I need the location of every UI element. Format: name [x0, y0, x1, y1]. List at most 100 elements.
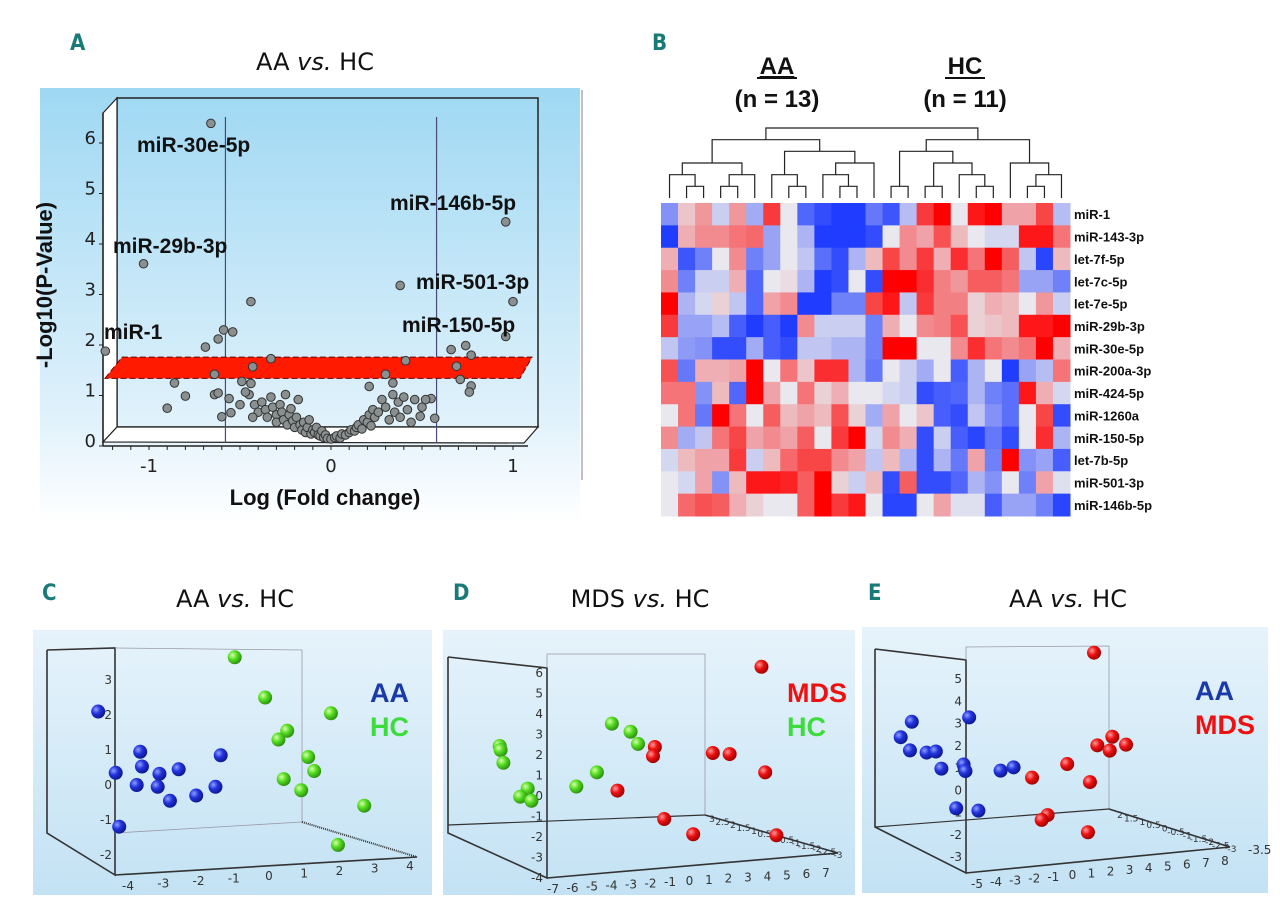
legend-mds: MDS: [787, 678, 847, 708]
y-tick-label: 5: [535, 687, 543, 701]
row-label: let-7e-5p: [1074, 297, 1128, 312]
data-point: [218, 325, 229, 335]
x-tick-label: 6: [1183, 858, 1191, 872]
heatmap-cell: [746, 493, 764, 517]
x-tick-label: -1: [664, 875, 676, 889]
data-point-hc: [631, 736, 646, 751]
heatmap-cell: [933, 247, 952, 271]
y-tick-label: 2: [954, 739, 962, 753]
heatmap-cell: [933, 381, 952, 405]
heatmap-cell: [1018, 493, 1037, 517]
heatmap-cell: [984, 359, 1003, 383]
heatmap-cell: [814, 493, 832, 517]
heatmap-cell: [780, 337, 798, 360]
row-label: miR-1: [1074, 207, 1110, 222]
heatmap-cell: [967, 292, 986, 316]
heatmap-cell: [865, 203, 884, 226]
data-point-aa: [112, 819, 127, 834]
heatmap-cell: [950, 381, 969, 405]
heatmap-cell: [916, 225, 935, 249]
heatmap-cell: [882, 292, 901, 316]
heatmap-cell: [831, 426, 849, 450]
heatmap-cell: [695, 270, 713, 293]
heatmap-cell: [831, 359, 849, 383]
plot-background: [443, 630, 855, 895]
data-point: [138, 258, 149, 269]
heatmap-cell: [831, 247, 849, 271]
plot-background: [33, 630, 432, 895]
heatmap-cell: [661, 247, 679, 271]
heatmap-cell: [848, 270, 866, 293]
heatmap-cell: [797, 292, 815, 316]
data-point: [380, 402, 391, 412]
heatmap-cell: [984, 471, 1003, 495]
heatmap-cell: [933, 448, 952, 472]
data-point-mds: [1090, 738, 1105, 753]
data-point: [266, 392, 276, 402]
x-tick-label: 1: [1088, 866, 1096, 880]
heatmap-cell: [1001, 247, 1020, 271]
heatmap-cell: [933, 270, 952, 293]
y-tick-label: -3: [950, 850, 962, 864]
heatmap-cell: [933, 404, 952, 428]
row-label: let-7c-5p: [1074, 274, 1128, 289]
heatmap-cell: [848, 314, 866, 338]
heatmap-cell: [1035, 404, 1054, 428]
heatmap-cell: [950, 225, 969, 249]
data-point: [364, 381, 375, 392]
heatmap-cell: [678, 337, 696, 360]
group-n-aa: (n = 13): [735, 86, 820, 113]
data-point-hc: [493, 743, 508, 758]
data-point-aa: [971, 803, 986, 818]
heatmap-cell: [763, 247, 781, 271]
heatmap-cell: [916, 448, 935, 472]
heatmap-cell: [1018, 426, 1037, 450]
data-point-hc: [307, 764, 322, 779]
data-point-hc: [271, 732, 286, 747]
data-point: [257, 397, 267, 407]
heatmap-cell: [865, 426, 884, 450]
data-point: [508, 296, 518, 307]
heatmap-cell: [695, 292, 713, 316]
heatmap-cell: [712, 471, 730, 495]
heatmap-cell: [967, 203, 986, 226]
heatmap-cell: [933, 203, 952, 226]
annotation-mir-501-3p: miR-501-3p: [416, 271, 529, 294]
data-point-aa: [91, 704, 106, 719]
heatmap-cell: [950, 426, 969, 450]
pvalue-threshold-band: [103, 356, 533, 379]
data-point: [466, 350, 476, 360]
heatmap-cell: [712, 426, 730, 450]
heatmap-cell: [780, 314, 798, 338]
heatmap-cell: [763, 404, 781, 428]
data-point-aa: [150, 779, 165, 794]
heatmap-cell: [1052, 247, 1071, 271]
y-tick-label: 0: [954, 783, 962, 797]
data-point: [409, 394, 420, 405]
heatmap-cell: [746, 270, 764, 293]
heatmap-cell: [848, 404, 866, 428]
x-tick-label: 0: [325, 456, 336, 477]
row-label: miR-30e-5p: [1074, 341, 1144, 356]
heatmap-cell: [814, 247, 832, 271]
heatmap-cell: [763, 426, 781, 450]
heatmap-cell: [882, 471, 901, 495]
heatmap-cell: [1001, 337, 1020, 360]
heatmap-cell: [729, 292, 747, 316]
heatmap-cell: [661, 493, 679, 517]
legend-mds: MDS: [1195, 710, 1255, 740]
data-point-hc: [604, 716, 619, 731]
heatmap-cell: [678, 381, 696, 405]
heatmap-cell: [848, 203, 866, 226]
dendrogram-branch: [898, 150, 954, 187]
volcano-marks: 0 1 2 3 4 5 6 -1 0 1: [85, 117, 533, 477]
heatmap-cell: [712, 247, 730, 271]
heatmap-cell: [984, 337, 1003, 360]
z-tick-label: 0: [1162, 825, 1168, 835]
data-point: [213, 388, 223, 398]
heatmap-cell: [1001, 448, 1020, 472]
data-point-aa: [934, 761, 949, 776]
legend-hc: HC: [787, 712, 826, 742]
row-label: miR-150-5p: [1074, 431, 1144, 446]
heatmap-cell: [661, 426, 679, 450]
